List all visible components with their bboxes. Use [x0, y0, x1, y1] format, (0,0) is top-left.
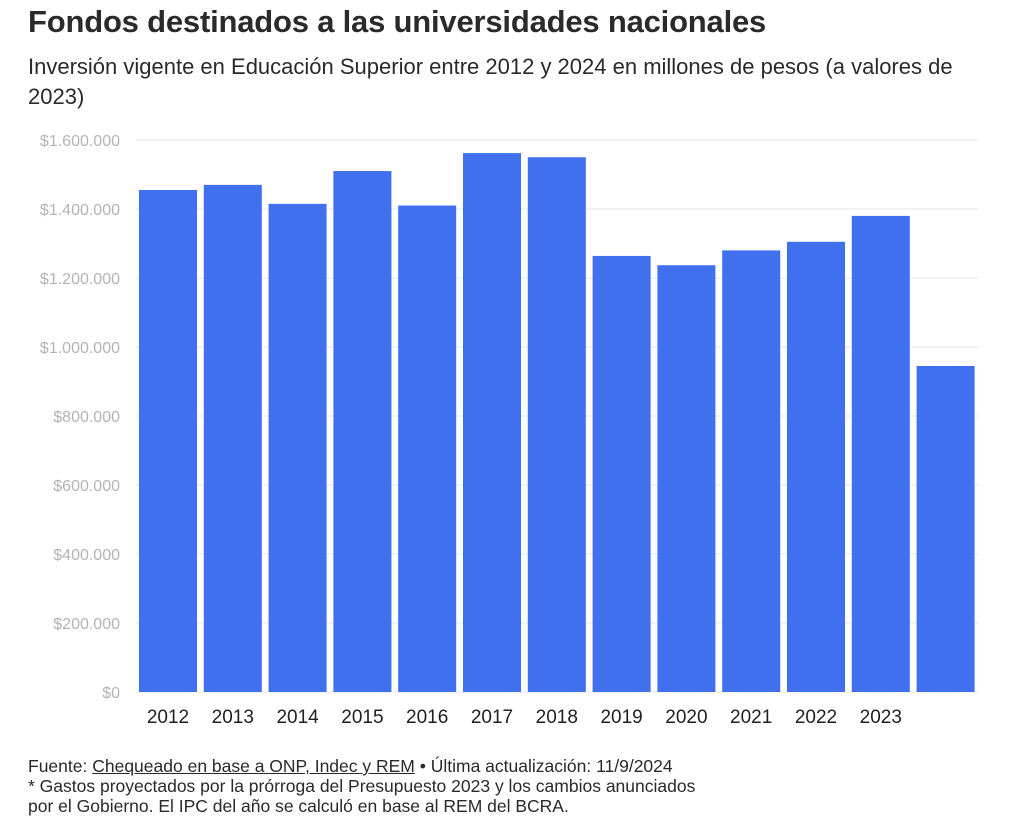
bar [916, 365, 975, 692]
x-tick-label: 2021 [730, 707, 772, 728]
bar [139, 190, 197, 692]
y-tick-label: $0 [102, 685, 120, 702]
x-tick-label: 2023 [860, 707, 902, 728]
bar [722, 250, 781, 692]
bar [527, 157, 586, 692]
y-tick-label: $200.000 [53, 616, 120, 633]
x-tick-label: 2018 [536, 707, 578, 728]
x-tick-label: 2012 [147, 707, 189, 728]
chart-title: Fondos destinados a las universidades na… [28, 4, 767, 39]
last-updated: • Última actualización: 11/9/2024 [414, 756, 673, 776]
note-line-2: por el Gobierno. El IPC del año se calcu… [28, 796, 569, 816]
y-tick-label: $1.400.000 [40, 202, 120, 219]
y-tick-label: $1.200.000 [40, 271, 120, 288]
y-tick-label: $800.000 [53, 409, 120, 426]
bar [851, 215, 910, 692]
source-line: Fuente: Chequeado en base a ONP, Indec y… [28, 756, 1008, 776]
chart-subtitle: Inversión vigente en Educación Superior … [28, 54, 953, 109]
bar [787, 241, 845, 692]
x-tick-label: 2016 [406, 707, 448, 728]
y-tick-label: $1.000.000 [40, 340, 120, 357]
bar-chart: $0 $200.000 $400.000 $600.000 $800.000 $1.000… [40, 133, 978, 728]
x-tick-label: 2017 [471, 707, 513, 728]
x-tick-label: 2022 [795, 707, 837, 728]
y-tick-label: $1.600.000 [40, 133, 120, 150]
bar [268, 203, 327, 692]
bar [203, 184, 262, 692]
y-tick-label: $400.000 [53, 547, 120, 564]
bars [139, 153, 975, 693]
bar [592, 255, 651, 693]
source-link[interactable]: Chequeado en base a ONP, Indec y REM [92, 756, 415, 776]
x-axis-ticks: 2012 2013 2014 2015 2016 2017 2018 2019 2020 2021… [147, 707, 902, 728]
x-tick-label: 2019 [600, 707, 642, 728]
note-line-1: * Gastos proyectados por la prórroga del… [28, 776, 696, 796]
x-tick-label: 2015 [341, 707, 383, 728]
x-tick-label: 2014 [276, 707, 319, 728]
chart-footer: Fuente: Chequeado en base a ONP, Indec y… [28, 756, 1008, 816]
bar [333, 171, 392, 693]
bar [463, 153, 521, 693]
bar [657, 265, 716, 692]
x-tick-label: 2013 [212, 707, 254, 728]
bar [398, 205, 457, 693]
y-tick-label: $600.000 [53, 478, 120, 495]
x-tick-label: 2020 [665, 707, 707, 728]
source-prefix: Fuente: [28, 756, 93, 776]
y-axis-ticks: $0 $200.000 $400.000 $600.000 $800.000 $1.000… [40, 133, 120, 702]
